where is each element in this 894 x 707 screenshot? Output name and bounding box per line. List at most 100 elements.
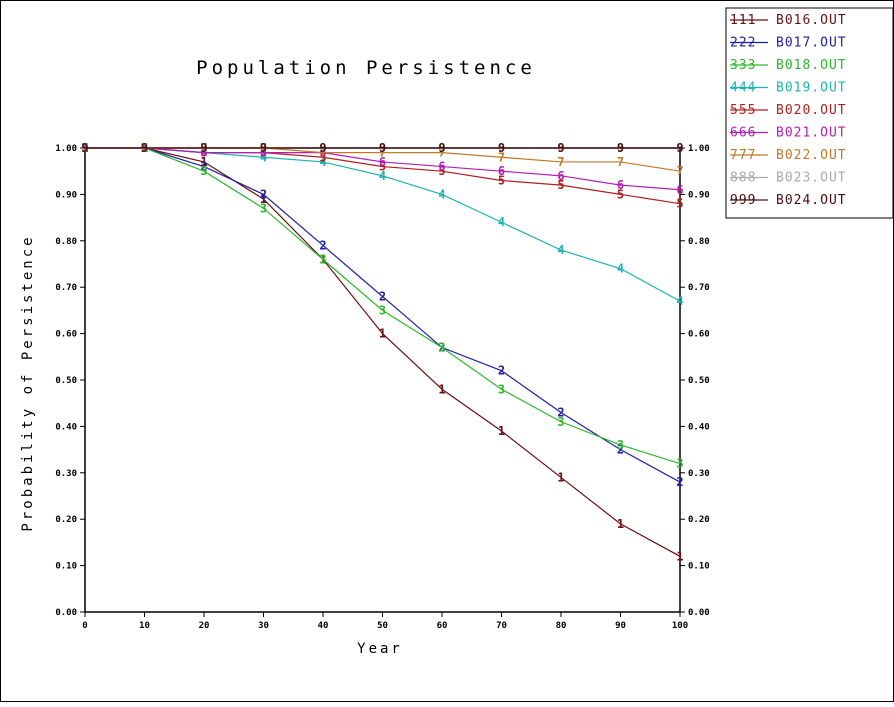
data-point-marker: 6 [498,164,505,178]
data-point-marker: 6 [260,146,267,160]
data-point-marker: 7 [498,150,505,164]
x-tick-label: 60 [437,621,448,631]
x-tick-label: 10 [139,621,150,631]
data-point-marker: 9 [141,141,148,155]
data-point-marker: 5 [676,197,683,211]
series-line [85,147,681,465]
data-point-marker: 1 [676,549,683,563]
data-point-marker: 1 [200,155,207,169]
data-point-marker: 2 [319,238,326,252]
data-point-marker: 7 [319,146,326,160]
data-point-marker: 5 [617,187,624,201]
data-point-marker: 3 [200,164,207,178]
data-point-marker: 6 [200,146,207,160]
x-axis-label: Year [357,641,403,657]
y-axis-label: Probability of Persistence [20,234,36,531]
data-point-marker: 9 [617,141,624,155]
data-point-marker: 9 [200,141,207,155]
data-point-marker: 1 [557,470,564,484]
data-point-marker: 9 [438,141,445,155]
legend-label: B024.OUT [776,193,847,208]
data-point-marker: 6 [557,169,564,183]
legend-label: B020.OUT [776,103,847,118]
data-point-marker: 4 [438,187,445,201]
series-line [85,147,681,483]
y-tick-label-right: 0.20 [688,515,710,525]
data-point-marker: 5 [498,173,505,187]
y-tick-label-right: 0.90 [688,190,710,200]
data-point-marker: 5 [557,178,564,192]
y-tick-label-left: 0.20 [55,515,77,525]
x-tick-label: 80 [556,621,567,631]
series-line [85,147,681,191]
data-point-marker: 2 [676,475,683,489]
data-point-marker: 5 [379,160,386,174]
data-point-marker: 4 [617,262,624,276]
data-point-marker: 9 [319,141,326,155]
data-point-marker: 2 [617,443,624,457]
data-point-marker: 9 [676,141,683,155]
data-point-marker: 1 [617,517,624,531]
legend-entry: 111 B016.OUT [730,13,847,28]
legend-entry: 333 B018.OUT [730,58,846,73]
y-tick-label-left: 1.00 [55,144,77,154]
data-point-marker: 3 [676,457,683,471]
y-tick-label-right: 0.70 [688,283,710,293]
y-tick-label-left: 0.00 [55,608,77,618]
series-b024-out: 9 9 9 9 9 9 9 9 9 9 9 [81,141,683,155]
data-point-marker: 5 [319,150,326,164]
y-tick-label-left: 0.30 [55,469,77,479]
data-point-marker: 4 [557,243,564,257]
legend-label: B016.OUT [776,13,847,28]
legend-label: B023.OUT [776,171,847,186]
data-point-marker: 7 [379,146,386,160]
data-point-marker: 1 [379,327,386,341]
data-point-marker: 2 [557,405,564,419]
data-point-marker: 7 [557,155,564,169]
x-tick-label: 20 [199,621,210,631]
x-tick-label: 70 [496,621,507,631]
data-point-marker: 1 [260,192,267,206]
data-point-marker: 7 [438,146,445,160]
data-point-marker: 1 [438,382,445,396]
data-point-marker: 7 [676,164,683,178]
legend-entry: 555 B020.OUT [730,103,847,118]
y-tick-label-left: 0.90 [55,190,77,200]
data-point-marker: 4 [260,150,267,164]
data-point-marker: 3 [438,341,445,355]
x-tick-label: 30 [258,621,269,631]
data-point-marker: 3 [319,252,326,266]
legend-label: B019.OUT [776,81,847,96]
data-point-marker: 4 [379,169,386,183]
data-point-marker: 4 [498,215,505,229]
data-point-marker: 3 [557,415,564,429]
data-point-marker: 3 [379,303,386,317]
chart-title: Population Persistence [196,57,536,79]
x-tick-label: 0 [82,621,87,631]
legend-entry: 888 B023.OUT [730,171,847,186]
data-point-marker: 6 [379,155,386,169]
data-point-marker: 9 [557,141,564,155]
data-point-marker: 6 [438,160,445,174]
data-point-marker: 2 [260,187,267,201]
legend: 111 B016.OUT 222 B017.OUT 333 B018.OUT 444 B019… [730,13,847,208]
legend-entry: 777 B022.OUT [730,148,846,163]
data-point-marker: 6 [617,178,624,192]
y-tick-label-right: 1.00 [688,144,710,154]
x-tick-label: 40 [318,621,329,631]
x-tick-label: 90 [615,621,626,631]
data-point-marker: 3 [498,382,505,396]
data-point-marker: 4 [319,155,326,169]
y-tick-label-left: 0.80 [55,237,77,247]
y-tick-label-right: 0.60 [688,330,710,340]
legend-entry: 999 B024.OUT [730,193,847,208]
data-point-marker: 7 [617,155,624,169]
y-tick-label-left: 0.50 [55,376,77,386]
y-tick-label-right: 0.40 [688,422,710,432]
data-point-marker: 2 [200,160,207,174]
series-line [85,147,681,557]
legend-entry: 666 B021.OUT [730,126,846,141]
